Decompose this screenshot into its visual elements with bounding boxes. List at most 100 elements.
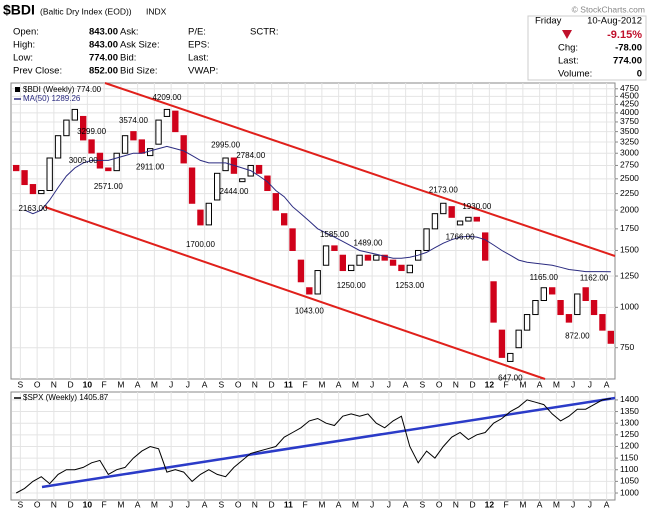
trendline — [41, 396, 616, 489]
change-pct: -9.15% — [607, 29, 642, 41]
candle — [13, 164, 20, 172]
legend-label: $SPX (Weekly) 1405.87 — [23, 393, 109, 402]
candle — [138, 139, 145, 154]
annotation: 1043.00 — [295, 307, 324, 316]
candle — [314, 270, 321, 295]
x-tick-label: 12 — [485, 499, 495, 509]
subtitle: (Baltic Dry Index (EOD)) — [40, 6, 132, 16]
quote-label: Bid: — [120, 53, 136, 64]
y-tick-label: 2750 — [620, 160, 639, 170]
quote-label: Ask Size: — [120, 40, 160, 51]
x-tick-label: J — [387, 379, 391, 389]
x-tick-label: J — [186, 379, 190, 389]
x-tick-label: F — [303, 379, 308, 389]
y-tick-label: 4500 — [620, 91, 639, 101]
candle — [549, 287, 556, 295]
summary-value: -78.00 — [615, 43, 642, 54]
x-tick-label: S — [18, 499, 24, 509]
candle — [465, 216, 472, 222]
quote-label: Last: — [188, 53, 209, 64]
price-panel — [10, 82, 616, 380]
candle — [222, 157, 229, 172]
annotation: 2911.00 — [136, 163, 165, 172]
candle — [29, 184, 37, 195]
trendline — [44, 206, 546, 380]
candle — [54, 135, 62, 159]
x-tick-label: 12 — [485, 379, 495, 389]
x-tick-label: A — [135, 379, 141, 389]
x-tick-label: M — [151, 379, 158, 389]
x-tick-label: S — [420, 499, 426, 509]
annotation: 1489.00 — [353, 239, 382, 248]
candle — [607, 330, 614, 344]
candle — [557, 300, 564, 316]
candle — [281, 213, 288, 226]
x-tick-label: J — [387, 499, 391, 509]
x-tick-label: S — [219, 379, 225, 389]
date-day: Friday — [535, 16, 562, 27]
x-tick-label: M — [553, 499, 560, 509]
quote-label: Low: — [13, 53, 33, 64]
candle — [239, 178, 246, 183]
x-tick-label: O — [235, 499, 242, 509]
x-tick-label: M — [318, 379, 325, 389]
x-tick-label: S — [420, 379, 426, 389]
candle — [373, 254, 380, 261]
trendline — [104, 82, 616, 257]
date: 10-Aug-2012 — [587, 16, 642, 27]
candle — [264, 175, 271, 192]
y-tick-label: 1400 — [620, 394, 639, 404]
candle — [147, 148, 154, 157]
x-tick-label: D — [269, 499, 275, 509]
x-tick-label: O — [34, 499, 41, 509]
quote-value: 843.00 — [89, 40, 118, 51]
annotation: 3299.00 — [77, 127, 106, 136]
x-tick-label: M — [318, 499, 325, 509]
annotation: 2444.00 — [219, 187, 248, 196]
candle — [423, 228, 430, 251]
x-tick-label: J — [169, 379, 173, 389]
legend-label: MA(50) 1289.26 — [23, 94, 81, 103]
candle — [71, 108, 78, 121]
x-tick-label: O — [235, 379, 242, 389]
candle — [582, 287, 589, 302]
quote-value: 852.00 — [89, 66, 118, 77]
candle — [348, 264, 355, 272]
x-tick-label: D — [269, 379, 275, 389]
candle — [515, 329, 522, 349]
y-tick-label: 2250 — [620, 188, 639, 198]
x-tick-label: M — [553, 379, 560, 389]
x-tick-label: O — [34, 379, 41, 389]
candle — [63, 119, 70, 137]
y-tick-label: 4750 — [620, 83, 639, 93]
annotation: 4209.00 — [152, 93, 181, 102]
x-tick-label: M — [519, 499, 526, 509]
annotation: 2173.00 — [429, 186, 458, 195]
candle — [214, 172, 221, 201]
x-tick-label: O — [436, 379, 443, 389]
x-tick-label: J — [571, 499, 575, 509]
candle — [297, 259, 305, 283]
x-tick-label: A — [403, 379, 409, 389]
candle — [339, 254, 346, 272]
candle — [155, 119, 162, 145]
x-tick-label: N — [453, 379, 459, 389]
annotation: 1700.00 — [186, 240, 215, 249]
y-tick-label: 1250 — [620, 429, 639, 439]
x-tick-label: 10 — [83, 379, 93, 389]
candle — [431, 213, 439, 230]
candle — [121, 135, 129, 154]
x-tick-label: D — [470, 379, 476, 389]
candle — [255, 164, 263, 174]
candle — [113, 152, 120, 172]
x-tick-label: A — [604, 379, 610, 389]
y-tick-label: 2000 — [620, 204, 639, 214]
x-tick-label: F — [504, 499, 509, 509]
annotation: 3005.00 — [69, 156, 98, 165]
candle — [88, 139, 95, 154]
price-plot: 7501000125015001750200022502500275030003… — [12, 82, 639, 389]
x-tick-label: N — [51, 379, 57, 389]
annotation: 3574.00 — [119, 116, 148, 125]
candle — [80, 115, 87, 141]
y-tick-label: 1000 — [620, 302, 639, 312]
